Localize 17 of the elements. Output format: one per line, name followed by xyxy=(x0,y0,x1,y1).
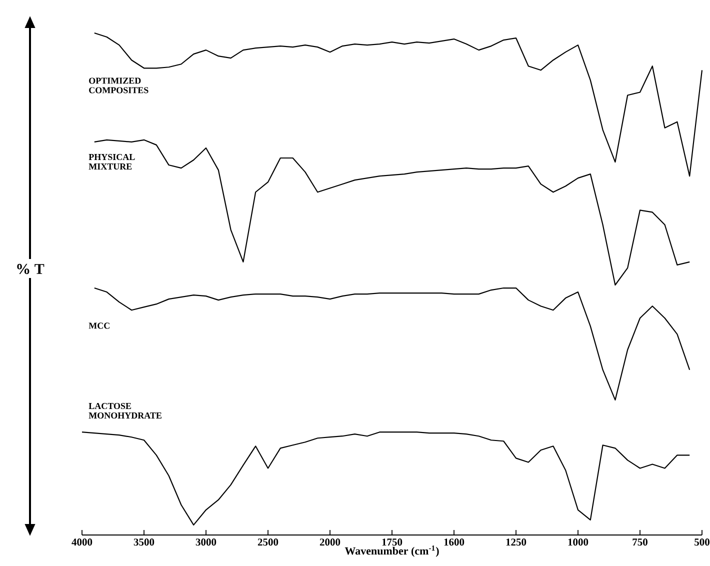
text: MCC xyxy=(88,322,110,329)
x-tick-label: 3000 xyxy=(196,538,216,546)
x-tick-label: 2000 xyxy=(320,538,340,546)
series-label: OPTIMIZED COMPOSITES xyxy=(89,78,148,94)
series-label: PHYSICAL MIXTURE xyxy=(88,154,135,170)
x-tick-label: 1000 xyxy=(568,538,588,546)
x-tick-label: 500 xyxy=(694,538,710,546)
x-tick-label: 750 xyxy=(632,538,648,546)
x-tick-label: 1600 xyxy=(444,538,464,546)
series-label: LACTOSE MONOHYDRATE xyxy=(88,402,162,419)
x-tick-label: 1750 xyxy=(382,538,402,546)
x-tick-label: 1250 xyxy=(506,538,526,546)
x-tick-label: 3500 xyxy=(134,538,154,546)
x-tick-label: 4000 xyxy=(72,538,92,546)
y-axis-title: % T xyxy=(17,264,44,274)
x-tick-label: 2500 xyxy=(258,538,278,546)
x-axis-title: Wavenumber (cm$^{-1}$) xyxy=(344,545,439,557)
